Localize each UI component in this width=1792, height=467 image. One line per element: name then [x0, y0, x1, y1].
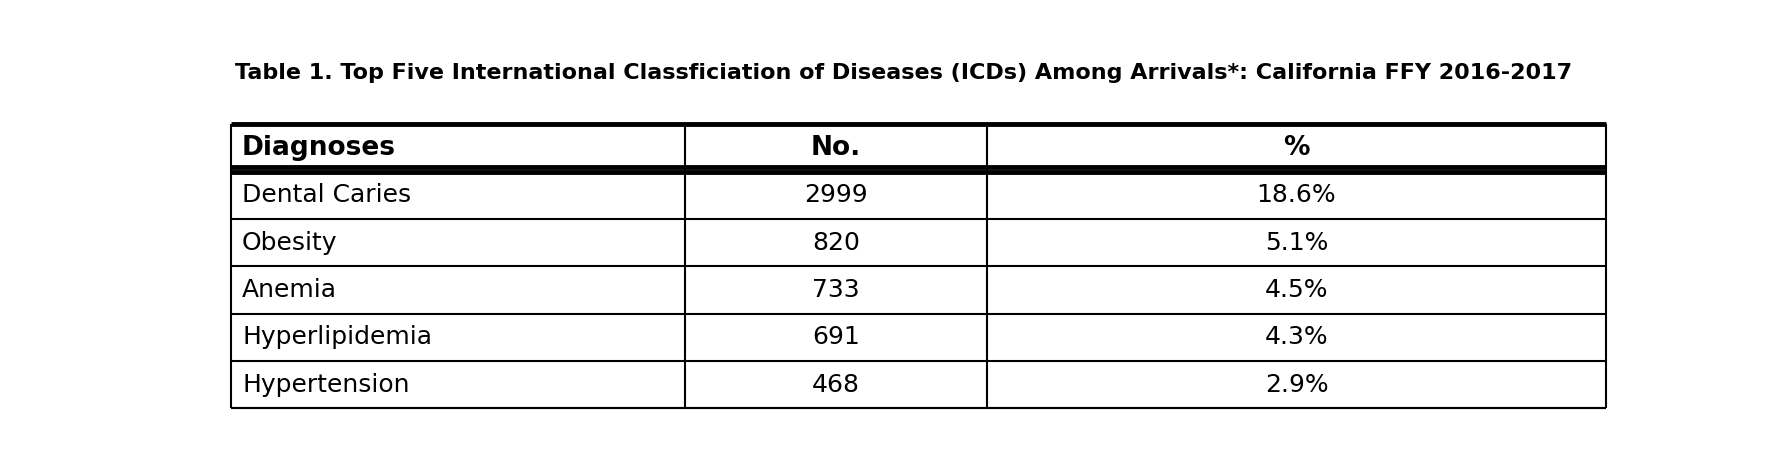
Text: 2999: 2999 — [805, 184, 867, 207]
Text: Hyperlipidemia: Hyperlipidemia — [242, 325, 432, 349]
Text: %: % — [1283, 135, 1310, 161]
Text: Dental Caries: Dental Caries — [242, 184, 410, 207]
Text: 468: 468 — [812, 373, 860, 397]
Text: Hypertension: Hypertension — [242, 373, 410, 397]
Text: 18.6%: 18.6% — [1256, 184, 1337, 207]
Text: No.: No. — [810, 135, 860, 161]
Text: 4.3%: 4.3% — [1265, 325, 1328, 349]
Text: 691: 691 — [812, 325, 860, 349]
Text: Anemia: Anemia — [242, 278, 337, 302]
Text: 4.5%: 4.5% — [1265, 278, 1328, 302]
Text: 820: 820 — [812, 231, 860, 255]
Text: 2.9%: 2.9% — [1265, 373, 1328, 397]
Text: Obesity: Obesity — [242, 231, 337, 255]
Text: Diagnoses: Diagnoses — [242, 135, 396, 161]
Text: Table 1. Top Five International Classficiation of Diseases (ICDs) Among Arrivals: Table 1. Top Five International Classfic… — [235, 63, 1572, 83]
Text: 733: 733 — [812, 278, 860, 302]
Text: 5.1%: 5.1% — [1265, 231, 1328, 255]
